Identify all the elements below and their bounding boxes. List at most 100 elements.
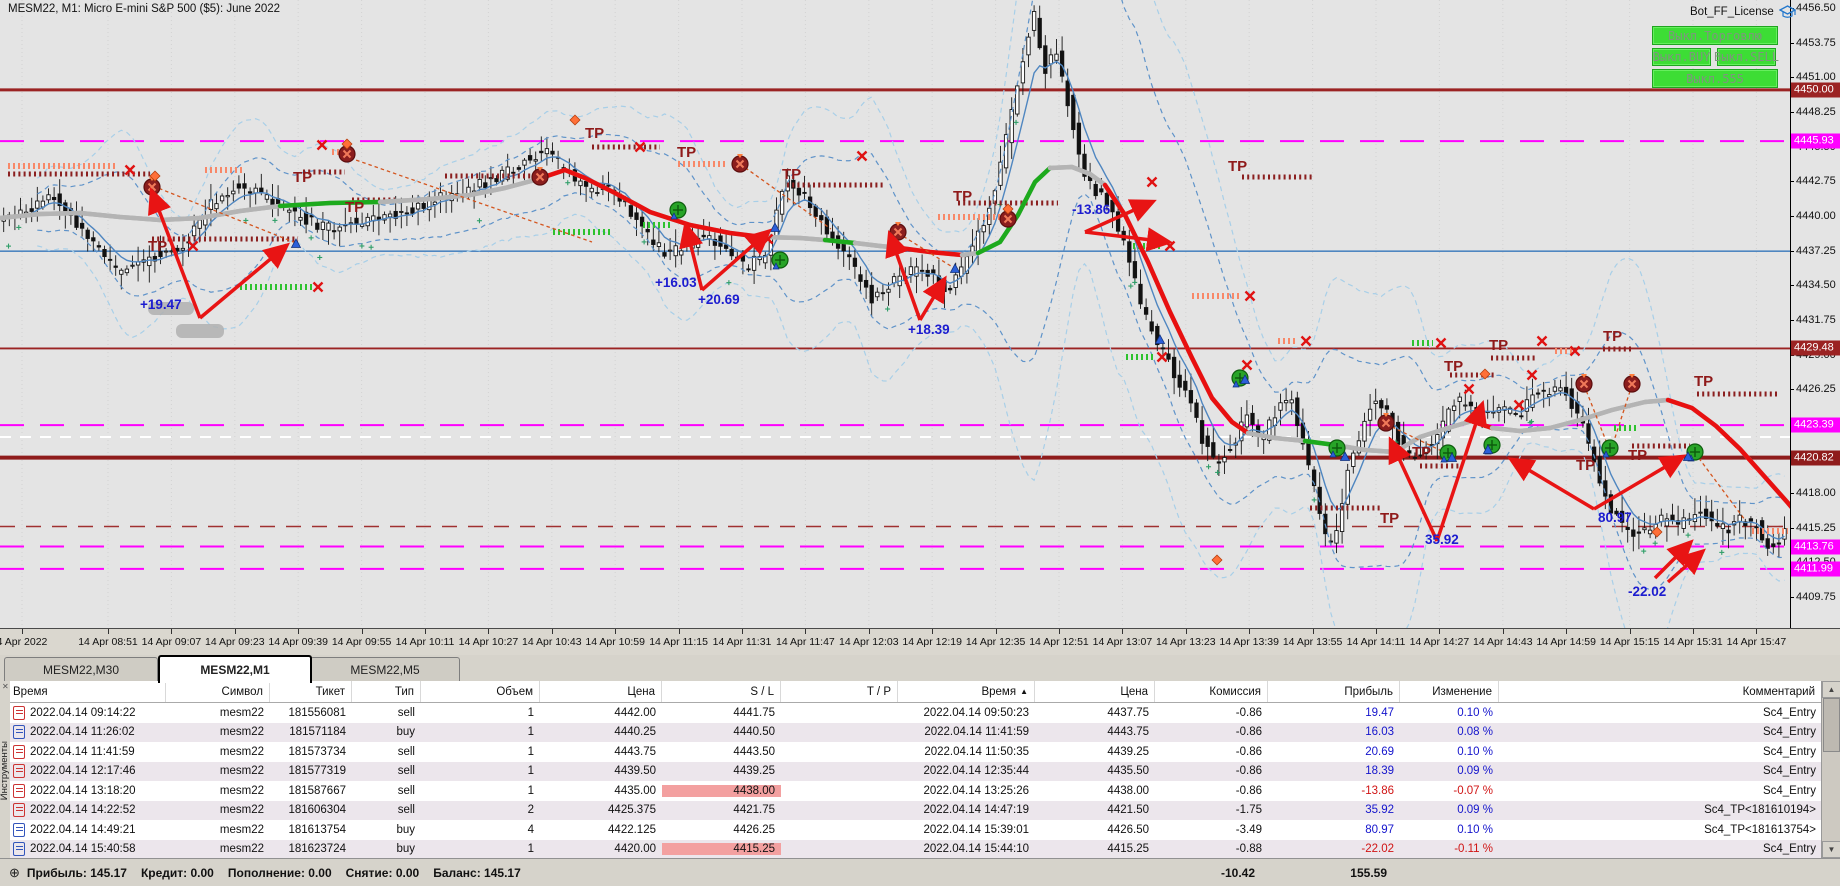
close-icon[interactable]: ✕ [2, 682, 9, 691]
svg-text:TP: TP [293, 169, 312, 186]
column-header-11[interactable]: Прибыль [1268, 681, 1400, 702]
price-tick-label: 4437.25 [1796, 244, 1836, 257]
price-tick-label: 4442.75 [1796, 175, 1836, 188]
cell-13: Sc4_Entry [1762, 765, 1816, 778]
cell-13: Sc4_Entry [1762, 706, 1816, 719]
tab-mesm22-m5[interactable]: MESM22,M5 [310, 657, 460, 681]
cell-1: mesm22 [219, 804, 264, 817]
svg-text:+19.47: +19.47 [140, 297, 182, 312]
cell-3: sell [397, 706, 415, 719]
column-header-5[interactable]: Цена [540, 681, 662, 702]
cell-10: -1.75 [1235, 804, 1262, 817]
cell-2: 181623724 [288, 843, 346, 856]
column-header-13[interactable]: Комментарий [1499, 681, 1822, 702]
cell-8: 2022.04.14 11:50:35 [924, 745, 1029, 758]
cell-11: 19.47 [1365, 706, 1394, 719]
cell-6: 4439.25 [733, 765, 775, 778]
cell-11: 80.97 [1365, 823, 1394, 836]
table-row[interactable]: 2022.04.14 09:14:22 mesm22 181556081 sell 1 4… [10, 703, 1822, 723]
cell-4: 1 [527, 765, 534, 778]
time-tick-mark [298, 629, 300, 634]
time-tick-mark [22, 629, 23, 634]
price-level-badge: 4423.39 [1791, 417, 1840, 433]
scrollbar-thumb[interactable] [1823, 698, 1840, 752]
table-row[interactable]: 2022.04.14 11:26:02 mesm22 181571184 buy 1 44… [10, 722, 1822, 742]
table-scrollbar[interactable]: ▲ ▼ [1821, 681, 1840, 858]
disable-555-button[interactable]: Выкл.555 [1652, 69, 1778, 88]
cell-3: buy [396, 726, 415, 739]
toolbox-tab-label[interactable]: Инструменты [0, 741, 10, 801]
disable-buy-button[interactable]: Выкл.BUY [1652, 48, 1711, 66]
time-tick-label: 14 Apr 12:03 [839, 636, 899, 648]
time-tick-label: 14 Apr 11:31 [712, 636, 772, 648]
column-header-12[interactable]: Изменение [1400, 681, 1499, 702]
chart-canvas[interactable]: +19.47 +16.03 +20.69 +18.39 -13.86 35.92 80.97… [0, 0, 1840, 628]
table-row[interactable]: 2022.04.14 14:49:21 mesm22 181613754 buy 4 44… [10, 820, 1822, 840]
cell-8: 2022.04.14 14:47:19 [923, 804, 1029, 817]
svg-text:TP: TP [1576, 457, 1595, 474]
column-header-2[interactable]: Тикет [270, 681, 352, 702]
column-header-8[interactable]: Время ▲ [898, 681, 1035, 702]
time-tick-label: 14 Apr 14:11 [1346, 636, 1406, 648]
cell-3: buy [396, 823, 415, 836]
scroll-down-icon[interactable]: ▼ [1822, 841, 1840, 858]
column-header-3[interactable]: Тип [352, 681, 421, 702]
column-header-6[interactable]: S / L [662, 681, 781, 702]
cell-4: 4 [527, 823, 534, 836]
cell-0: 2022.04.14 14:22:52 [10, 803, 166, 818]
tab-mesm22-m30[interactable]: MESM22,M30 [4, 657, 158, 681]
chart-tab-bar: MESM22,M30 MESM22,M1 MESM22,M5 [0, 655, 1840, 683]
table-row[interactable]: 2022.04.14 11:41:59 mesm22 181573734 sell 1 4… [10, 742, 1822, 762]
price-tick-label: 4456.50 [1796, 2, 1836, 14]
svg-text:TP: TP [1412, 444, 1431, 461]
time-tick-mark [1376, 629, 1377, 634]
time-tick-label: 14 Apr 15:31 [1663, 636, 1723, 648]
time-tick-mark [995, 629, 997, 634]
cell-12: 0.09 % [1457, 765, 1493, 778]
column-header-7[interactable]: T / P [781, 681, 898, 702]
price-tick-mark [1791, 111, 1794, 113]
disable-trading-button[interactable]: Выкл.Торговлю [1652, 26, 1778, 45]
cell-8: 2022.04.14 11:41:59 [924, 726, 1029, 739]
column-header-10[interactable]: Комиссия [1155, 681, 1268, 702]
cell-9: 4439.25 [1107, 745, 1149, 758]
time-tick-mark [108, 629, 109, 634]
cell-1: mesm22 [219, 765, 264, 778]
column-header-4[interactable]: Объем [421, 681, 540, 702]
time-tick-label: 14 Apr 14:43 [1473, 636, 1533, 648]
profit-value: 145.17 [90, 865, 127, 880]
column-header-1[interactable]: Символ [166, 681, 270, 702]
table-row[interactable]: 2022.04.14 14:22:52 mesm22 181606304 sell 2 4… [10, 800, 1822, 820]
price-level-badge: 4420.82 [1791, 450, 1840, 466]
time-tick-label: 14 Apr 12:51 [1029, 636, 1089, 648]
time-tick-mark [1439, 629, 1441, 634]
time-axis[interactable]: 4 Apr 2022 14 Apr 08:51 14 Apr 09:07 14 Apr… [0, 628, 1840, 656]
cell-10: -0.86 [1235, 706, 1262, 719]
cell-5: 4420.00 [614, 843, 656, 856]
cell-0: 2022.04.14 11:41:59 [10, 744, 166, 759]
cell-8: 2022.04.14 12:35:44 [923, 765, 1029, 778]
profit-label: Прибыль: [26, 865, 87, 880]
price-axis[interactable]: 4456.504453.754451.004448.254445.504442.… [1790, 0, 1840, 628]
tab-mesm22-m1[interactable]: MESM22,M1 [158, 655, 312, 683]
table-row[interactable]: 2022.04.14 13:18:20 mesm22 181587667 sell 1 4… [10, 781, 1822, 801]
svg-text:TP: TP [1603, 328, 1622, 345]
time-tick-label: 14 Apr 14:59 [1536, 636, 1596, 648]
svg-text:35.92: 35.92 [1425, 532, 1459, 547]
column-header-0[interactable]: Время [10, 681, 166, 702]
table-row[interactable]: 2022.04.14 15:40:58 mesm22 181623724 buy 1 44… [10, 839, 1822, 859]
disable-sell-button[interactable]: Выкл.SELL [1713, 48, 1780, 66]
time-tick-label: 14 Apr 15:15 [1599, 636, 1660, 648]
table-row[interactable]: 2022.04.14 12:17:46 mesm22 181577319 sell 1 4… [10, 761, 1822, 781]
svg-text:TP: TP [148, 238, 167, 255]
cell-1: mesm22 [219, 726, 264, 739]
scroll-up-icon[interactable]: ▲ [1822, 681, 1840, 698]
cell-5: 4422.125 [608, 823, 656, 836]
svg-text:TP: TP [953, 188, 972, 205]
cell-6: 4421.75 [733, 804, 775, 817]
expand-icon[interactable]: ⊕ [9, 864, 20, 880]
svg-text:TP: TP [782, 166, 801, 183]
cell-2: 181571184 [289, 726, 346, 739]
column-header-9[interactable]: Цена [1035, 681, 1155, 702]
